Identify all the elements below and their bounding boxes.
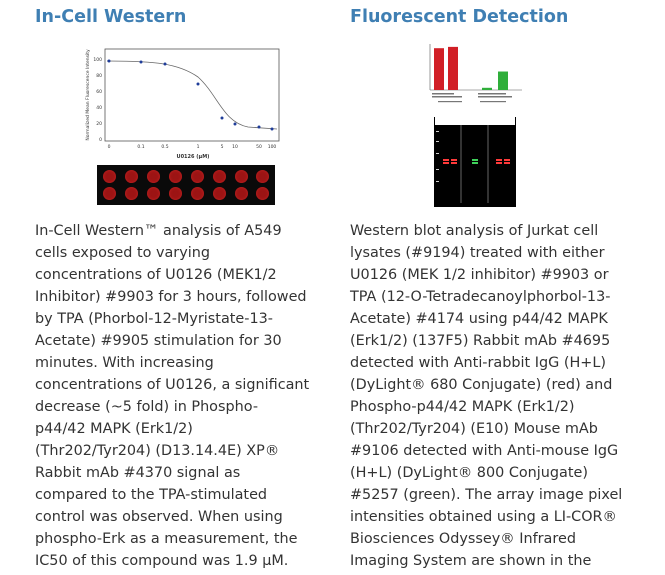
western-blot-image — [434, 117, 516, 207]
description-line: minutes. With increasing — [35, 355, 214, 371]
blot-band — [443, 162, 449, 164]
fluorescent-detection-description: Western blot analysis of Jurkat cell lys… — [350, 220, 650, 572]
well — [147, 187, 160, 200]
fluorescence-bar — [498, 71, 508, 90]
description-line: #9106 detected with Anti-mouse IgG — [350, 443, 619, 459]
blot-band — [504, 159, 510, 161]
description-line: U0126 (MEK 1/2 inhibitor) #9903 or — [350, 267, 609, 283]
x-tick: 1 — [197, 144, 200, 150]
description-line: detected with Anti-rabbit IgG (H+L) — [350, 355, 606, 371]
data-point — [196, 82, 200, 86]
in-cell-western-description: In-Cell Western™ analysis of A549 cells … — [35, 220, 325, 572]
well — [169, 170, 182, 183]
y-tick: 60 — [96, 89, 102, 95]
x-tick: 0.5 — [161, 144, 168, 150]
description-line: #5257 (green). The array image pixel — [350, 487, 623, 503]
data-point — [107, 59, 111, 63]
in-cell-western-well-image — [97, 165, 275, 205]
dose-response-chart: Normalized Mean Fluorescence Intensity 1… — [85, 48, 280, 160]
description-line: (Erk1/2) (137F5) Rabbit mAb #4695 — [350, 333, 611, 349]
x-tick: 0.1 — [137, 144, 144, 150]
data-point — [220, 116, 224, 120]
well — [213, 170, 226, 183]
fit-curve — [106, 60, 278, 130]
description-line: control was observed. When using — [35, 509, 283, 525]
y-tick: 80 — [96, 73, 102, 79]
description-line: cells exposed to varying — [35, 245, 210, 261]
description-line: Imaging System are shown in the — [350, 553, 592, 569]
well — [191, 187, 204, 200]
fluorescence-bar-chart — [429, 44, 522, 103]
description-line: (Thr202/Tyr204) (E10) Mouse mAb — [350, 421, 598, 437]
description-line: concentrations of U0126, a significant — [35, 377, 310, 393]
y-tick: 0 — [99, 137, 102, 143]
description-line: by TPA (Phorbol-12-Myristate-13- — [35, 311, 273, 327]
blot-band — [472, 162, 478, 164]
description-line: intensities obtained using a LI-COR® — [350, 509, 617, 525]
x-tick: 5 — [221, 144, 224, 150]
y-tick: 20 — [96, 121, 102, 127]
well — [103, 187, 116, 200]
icw-y-ticks: 100 80 60 40 20 0 — [93, 57, 102, 143]
y-tick: 40 — [96, 105, 102, 111]
in-cell-western-heading: In-Cell Western — [35, 7, 187, 27]
x-tick: 100 — [268, 144, 277, 150]
blot-band — [472, 159, 478, 161]
description-line: Inhibitor) #9903 for 3 hours, followed — [35, 289, 307, 305]
blot-band — [443, 159, 449, 161]
fluorescence-bar — [448, 46, 458, 90]
blot-band — [451, 162, 457, 164]
well — [125, 170, 138, 183]
blot-band — [496, 162, 502, 164]
data-point — [163, 62, 167, 66]
well — [235, 170, 248, 183]
well — [125, 187, 138, 200]
description-line: Acetate) #4174 using p44/42 MAPK — [350, 311, 608, 327]
description-line: In-Cell Western™ analysis of A549 — [35, 223, 282, 239]
blot-band — [504, 162, 510, 164]
data-point — [257, 125, 261, 129]
icw-y-axis-label: Normalized Mean Fluorescence Intensity — [85, 49, 91, 141]
description-line: Biosciences Odyssey® Infrared — [350, 531, 576, 547]
icw-x-axis-label: U0126 (µM) — [177, 154, 210, 160]
well — [235, 187, 248, 200]
data-point — [139, 60, 143, 64]
description-line: Western blot analysis of Jurkat cell — [350, 223, 599, 239]
description-line: compared to the TPA-stimulated — [35, 487, 268, 503]
blot-band — [451, 159, 457, 161]
data-points — [107, 59, 274, 131]
fluorescence-bar — [434, 48, 444, 90]
description-line: phospho-Erk as a measurement, the — [35, 531, 298, 547]
description-line: p44/42 MAPK (Erk1/2) — [35, 421, 193, 437]
well — [147, 170, 160, 183]
description-line: Phospho-p44/42 MAPK (Erk1/2) — [350, 399, 575, 415]
data-point — [233, 122, 237, 126]
fluorescence-bar — [482, 87, 492, 90]
well — [191, 170, 204, 183]
description-line: TPA (12-O-Tetradecanoylphorbol-13- — [350, 289, 611, 305]
fluorescence-bars — [434, 46, 508, 90]
description-line: (Thr202/Tyr204) (D13.14.4E) XP® — [35, 443, 280, 459]
description-line: concentrations of U0126 (MEK1/2 — [35, 267, 277, 283]
description-line: decrease (~5 fold) in Phospho- — [35, 399, 259, 415]
x-tick: 10 — [232, 144, 238, 150]
well — [256, 170, 269, 183]
well — [169, 187, 182, 200]
icw-x-ticks: 0 0.1 0.5 1 5 10 50 100 — [108, 144, 277, 150]
data-point — [270, 127, 274, 131]
description-line: Rabbit mAb #4370 signal as — [35, 465, 241, 481]
description-line: (H+L) (DyLight® 800 Conjugate) — [350, 465, 588, 481]
description-line: (DyLight® 680 Conjugate) (red) and — [350, 377, 613, 393]
y-tick: 100 — [93, 57, 102, 63]
description-line: IC50 of this compound was 1.9 µM. — [35, 553, 289, 569]
well — [103, 170, 116, 183]
blot-band — [496, 159, 502, 161]
fluorescent-detection-heading: Fluorescent Detection — [350, 7, 569, 27]
x-tick: 50 — [256, 144, 262, 150]
description-line: Acetate) #9905 stimulation for 30 — [35, 333, 282, 349]
well — [213, 187, 226, 200]
well — [256, 187, 269, 200]
description-line: lysates (#9194) treated with either — [350, 245, 605, 261]
x-tick: 0 — [108, 144, 111, 150]
